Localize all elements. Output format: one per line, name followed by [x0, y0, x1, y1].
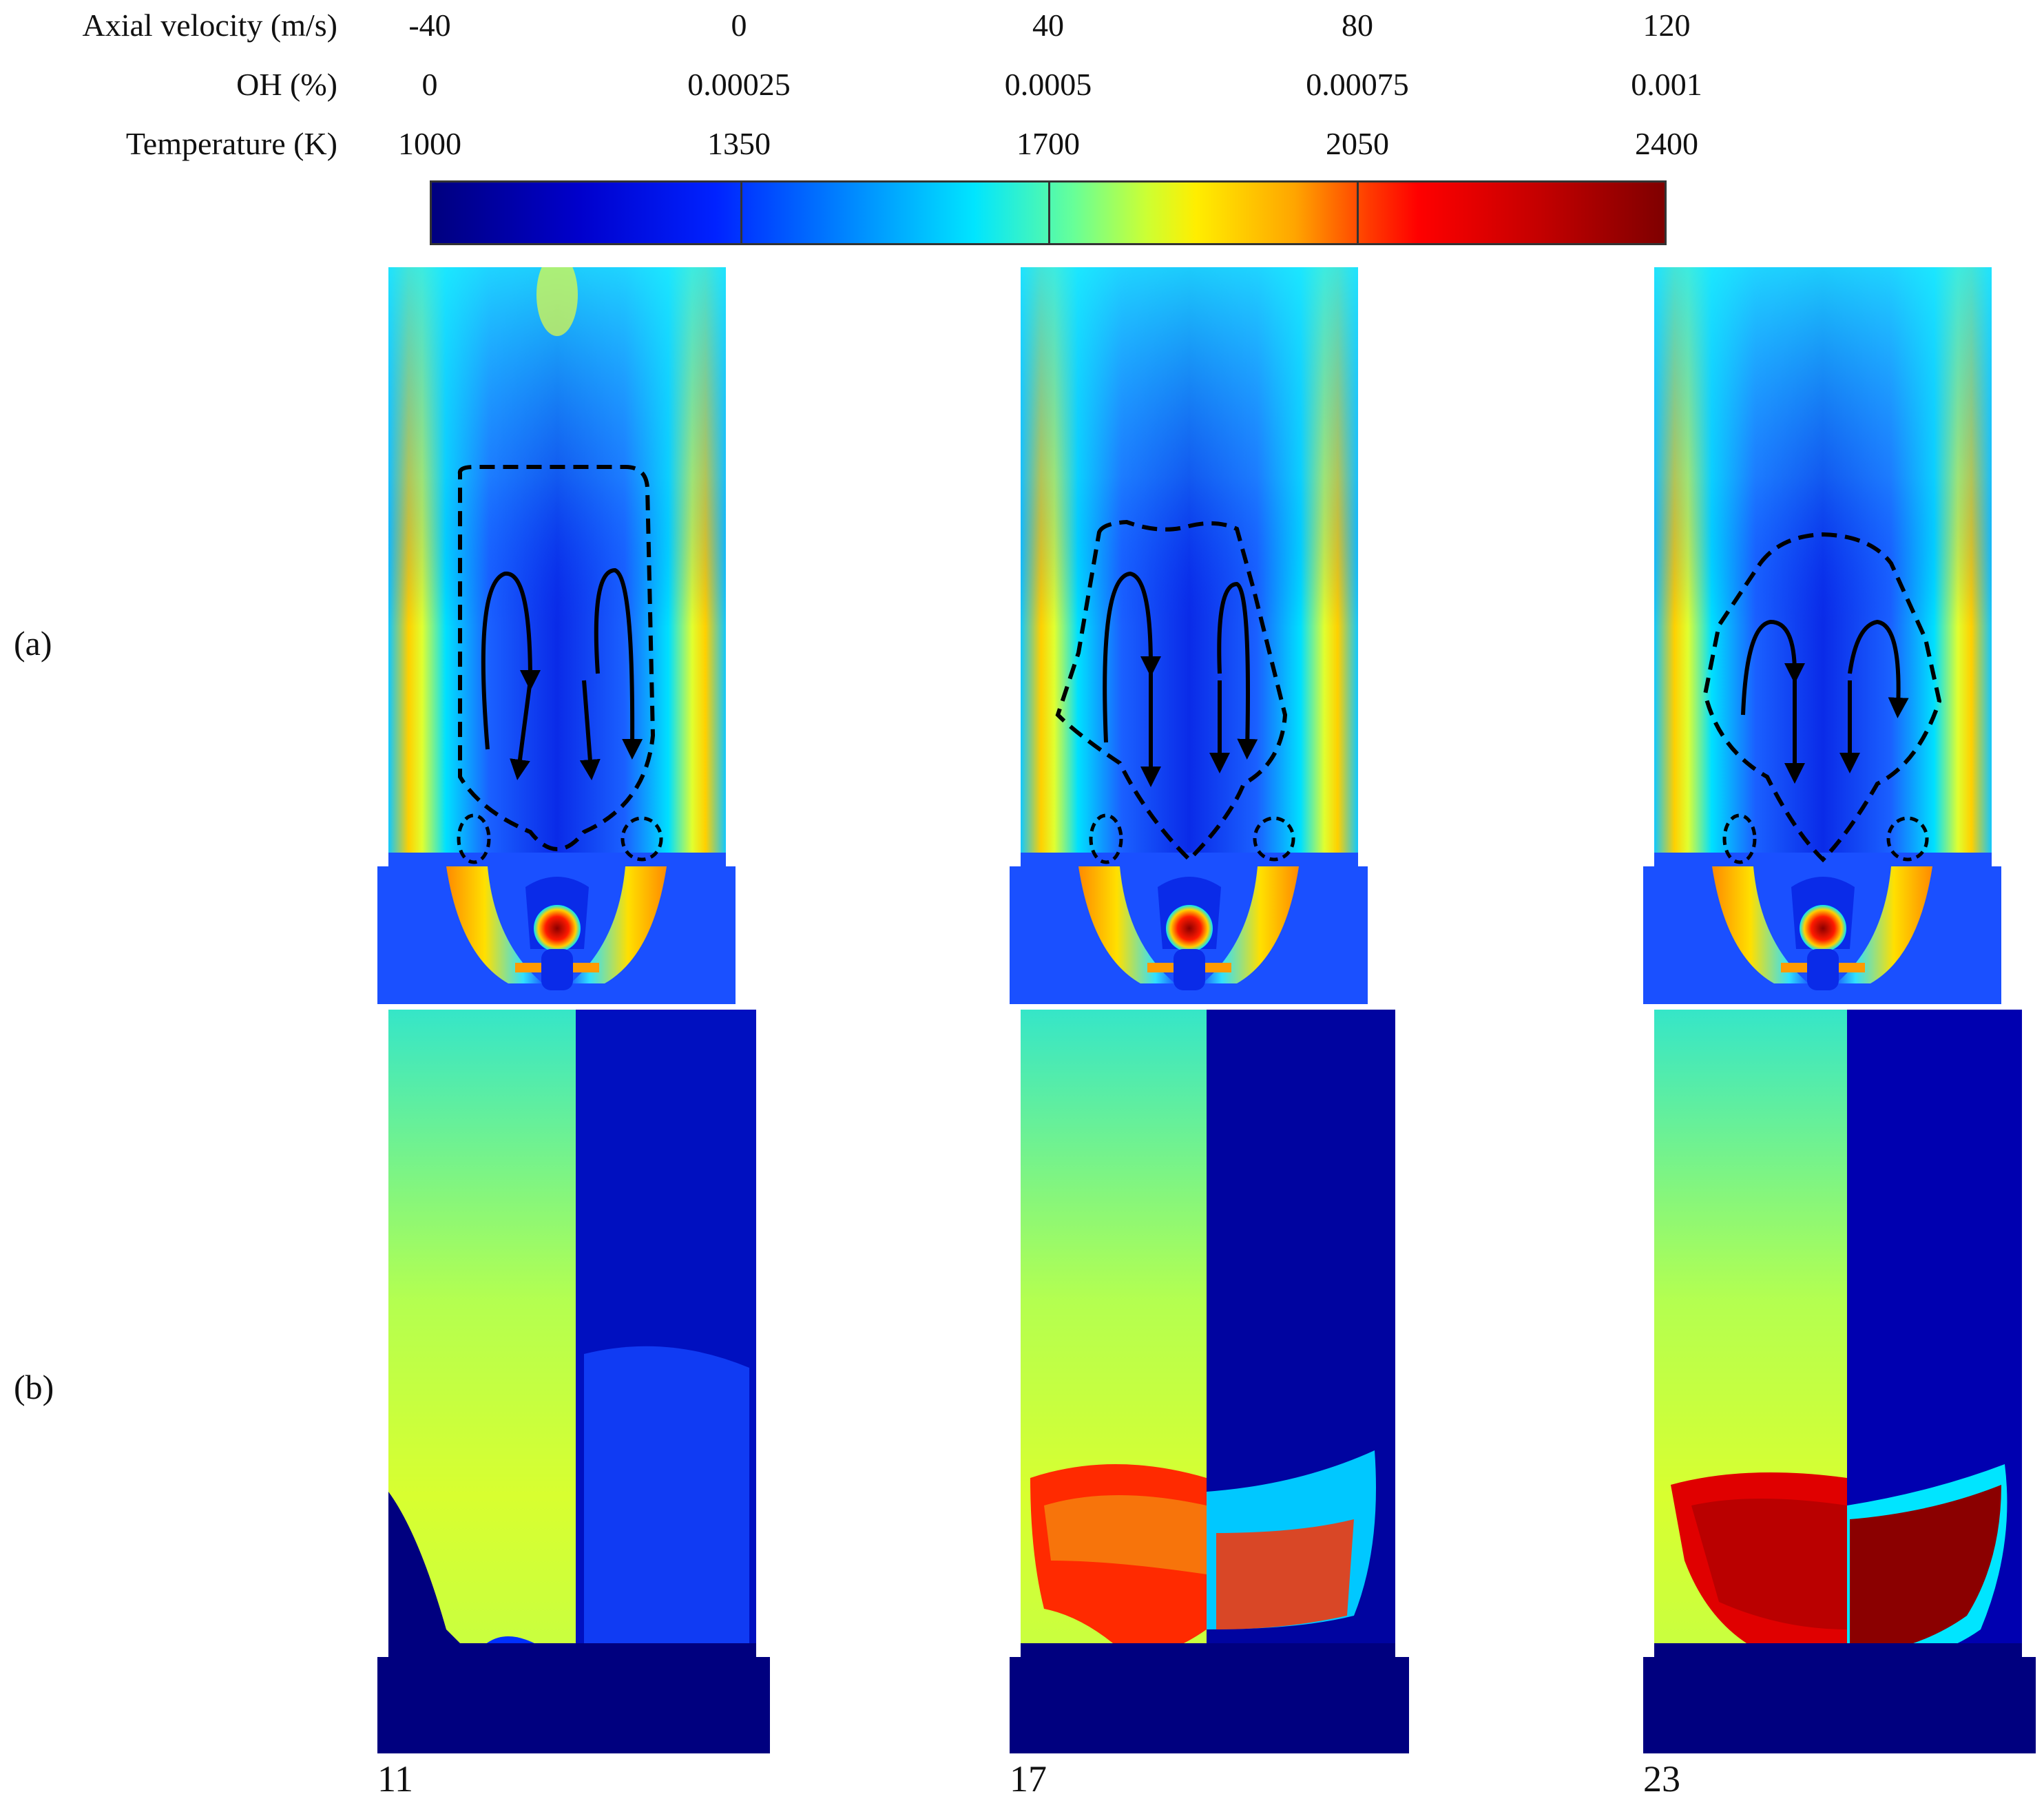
temperature-tick: 2400	[1635, 126, 1698, 161]
oh-tick: 0.001	[1631, 67, 1702, 102]
velocity-tick: 120	[1642, 8, 1691, 43]
oh-tick: 0.00075	[1306, 67, 1409, 102]
case-label: 23	[1643, 1758, 1680, 1800]
velocity-tick: 0	[731, 8, 747, 43]
legend-row-name-temperature: Temperature (K)	[125, 126, 337, 161]
temperature-tick: 1700	[1016, 126, 1080, 161]
oh-tick: 0.0005	[1004, 67, 1092, 102]
panel-label-a: (a)	[14, 624, 52, 663]
velocity-panel-case-23	[1643, 267, 2001, 1004]
temperature-oh-panel-case-11	[377, 1010, 770, 1753]
oh-tick: 0	[421, 67, 438, 102]
temperature-oh-panel-case-23	[1643, 1010, 2036, 1753]
temperature-oh-panel-case-17	[1010, 1010, 1409, 1753]
colorbar	[430, 180, 1667, 245]
legend-row-name-velocity: Axial velocity (m/s)	[82, 8, 337, 43]
velocity-tick: -40	[408, 8, 451, 43]
legend-row-name-oh: OH (%)	[236, 67, 337, 102]
temperature-tick: 1350	[707, 126, 771, 161]
colorbar-divider	[740, 183, 742, 243]
panel-label-b: (b)	[14, 1368, 54, 1406]
temperature-tick: 1000	[398, 126, 461, 161]
case-label: 17	[1010, 1758, 1047, 1800]
oh-tick: 0.00025	[687, 67, 791, 102]
colorbar-divider	[1356, 183, 1359, 243]
temperature-tick: 2050	[1326, 126, 1389, 161]
colorbar-divider	[1048, 183, 1050, 243]
velocity-panel-case-17	[1010, 267, 1368, 1004]
velocity-tick: 40	[1032, 8, 1064, 43]
velocity-tick: 80	[1342, 8, 1373, 43]
velocity-panel-case-11	[377, 267, 736, 1004]
case-label: 11	[377, 1758, 413, 1800]
